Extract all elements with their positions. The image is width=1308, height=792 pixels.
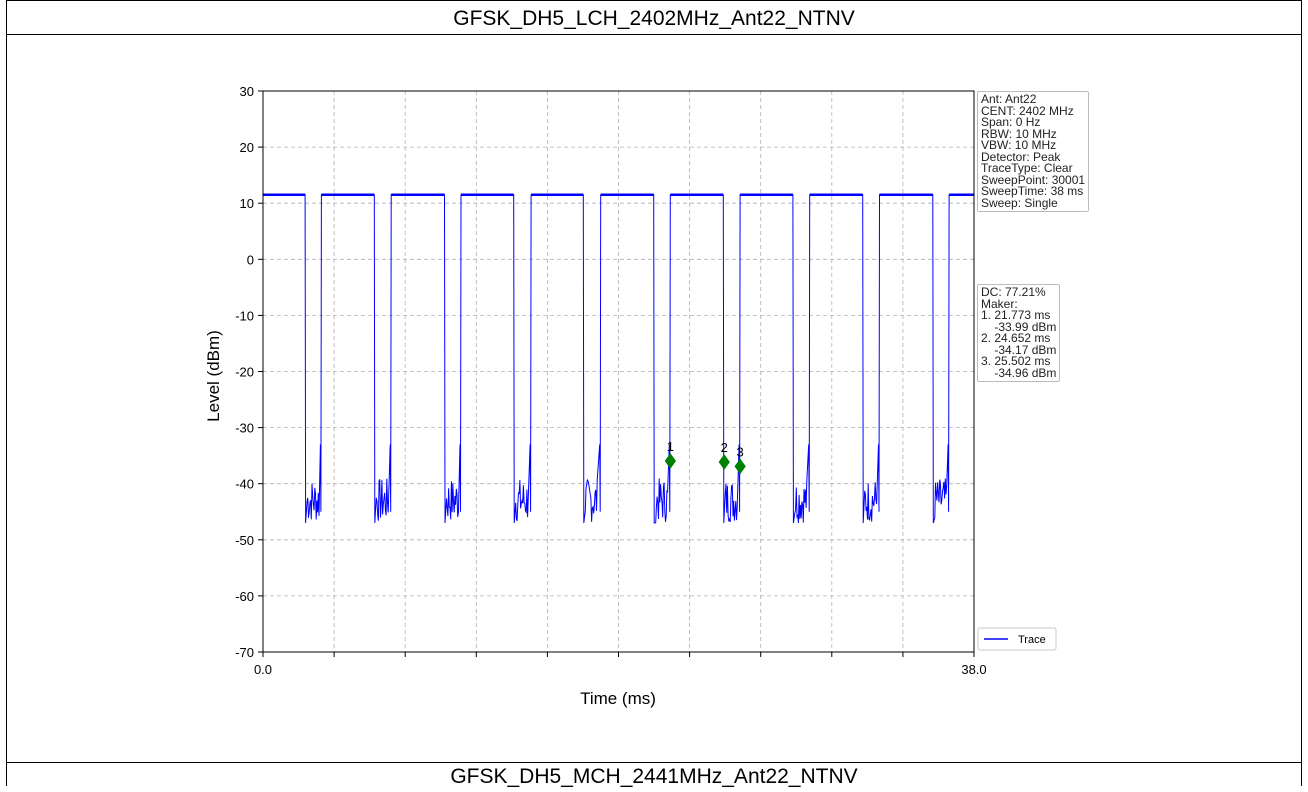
marker-point	[664, 453, 676, 469]
settings-line: CENT: 2402 MHz	[981, 103, 1074, 118]
settings-line: RBW: 10 MHz	[981, 126, 1057, 141]
y-axis-label: Level (dBm)	[204, 330, 223, 422]
settings-line: SweepTime: 38 ms	[981, 184, 1084, 198]
y-tick-label: -60	[235, 589, 254, 604]
marker-point	[718, 454, 730, 470]
y-tick-label: -70	[235, 645, 254, 660]
marker-info-line: DC: 77.21%	[981, 285, 1046, 299]
x-tick-label: 0.0	[254, 662, 272, 677]
x-tick-label: 38.0	[961, 662, 986, 677]
axes: 30 20 10 0 -10 -20 -30 -40 -50 -60 -700.0 38.0	[235, 84, 986, 677]
y-tick-label: 20	[240, 140, 254, 155]
legend: Trace	[977, 627, 1057, 651]
y-tick-label: -40	[235, 477, 254, 492]
marker-label: 3	[737, 444, 744, 459]
y-tick-label: -10	[235, 308, 254, 323]
marker-label: 1	[667, 439, 674, 454]
legend-label: Trace	[1018, 634, 1046, 646]
marker-info-line: Maker:	[981, 296, 1018, 311]
settings-line: Detector: Peak	[981, 149, 1061, 164]
plot-border	[262, 90, 975, 653]
settings-info-box: Ant: Ant22 CENT: 2402 MHz Span: 0 Hz RBW: 1…	[977, 91, 1090, 212]
y-tick-label: -30	[235, 421, 254, 436]
marker-point	[734, 458, 746, 475]
marker-info-line: 2. 24.652 ms	[981, 331, 1051, 345]
marker-info-line: -34.96 dBm	[981, 365, 1057, 380]
next-chart-title: GFSK_DH5_MCH_2441MHz_Ant22_NTNV	[6, 762, 1302, 788]
marker-label: 2	[721, 440, 728, 455]
y-tick-label: 30	[240, 84, 254, 99]
marker-info-box: DC: 77.21% Maker: 1. 21.773 ms -33.99 dBm 2…	[977, 284, 1061, 382]
settings-line: TraceType: Clear	[981, 161, 1073, 175]
settings-line: Sweep: Single	[981, 195, 1058, 210]
x-axis-label: Time (ms)	[580, 689, 656, 708]
marker-info-line: -33.99 dBm	[981, 319, 1057, 334]
marker-info-line: -34.17 dBm	[981, 342, 1057, 357]
settings-line: SweepPoint: 30001	[981, 172, 1086, 187]
y-tick-label: -20	[235, 365, 254, 380]
trace-line	[263, 193, 974, 524]
y-tick-label: 10	[240, 196, 254, 211]
y-tick-label: 0	[247, 252, 254, 267]
grid	[263, 91, 974, 652]
marker-info-line: 1. 21.773 ms	[981, 308, 1051, 322]
settings-line: Ant: Ant22	[981, 92, 1037, 106]
chart-title: GFSK_DH5_LCH_2402MHz_Ant22_NTNV	[6, 0, 1302, 34]
settings-line: Span: 0 Hz	[981, 115, 1041, 129]
marker-info-line: 3. 25.502 ms	[981, 354, 1051, 368]
y-tick-label: -50	[235, 533, 254, 548]
settings-line: VBW: 10 MHz	[981, 138, 1057, 152]
